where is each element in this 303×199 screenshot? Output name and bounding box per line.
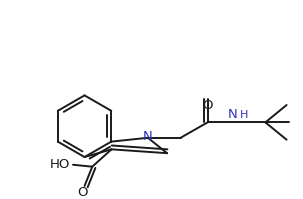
Text: O: O bbox=[202, 100, 213, 112]
Text: HO: HO bbox=[50, 158, 70, 171]
Text: H: H bbox=[239, 110, 248, 120]
Text: N: N bbox=[143, 130, 153, 143]
Text: N: N bbox=[228, 108, 238, 121]
Text: O: O bbox=[77, 186, 88, 199]
